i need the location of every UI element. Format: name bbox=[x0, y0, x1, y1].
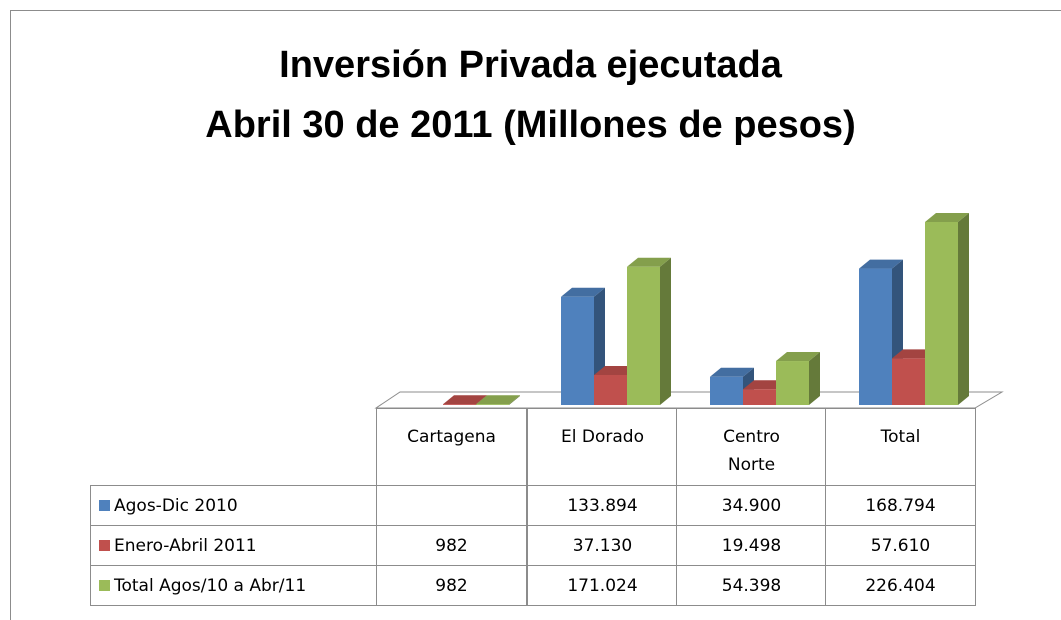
bar bbox=[925, 222, 958, 405]
bar bbox=[594, 374, 627, 405]
bar-top bbox=[443, 395, 487, 405]
legend-label: Enero-Abril 2011 bbox=[114, 535, 257, 556]
data-label: 54.398 bbox=[676, 565, 827, 606]
legend-entry: Enero-Abril 2011 bbox=[90, 525, 377, 566]
bar bbox=[561, 296, 594, 405]
bar bbox=[710, 376, 743, 405]
data-label: 37.130 bbox=[527, 525, 678, 566]
chart-title: Abril 30 de 2011 (Millones de pesos) bbox=[205, 104, 856, 146]
chart-title: Inversión Privada ejecutada bbox=[279, 44, 782, 86]
legend-label: Agos-Dic 2010 bbox=[114, 495, 238, 516]
bar-side bbox=[809, 352, 820, 405]
bar-top bbox=[710, 367, 754, 377]
x-tick-label: El Dorado bbox=[527, 408, 678, 486]
data-label: 982 bbox=[376, 565, 527, 606]
bar-side bbox=[509, 395, 520, 405]
x-tick-label: Total bbox=[825, 408, 976, 486]
bar-top bbox=[627, 257, 671, 267]
data-label: 982 bbox=[376, 525, 527, 566]
bar-top bbox=[776, 352, 820, 362]
legend-swatch bbox=[99, 580, 110, 591]
data-label: 57.610 bbox=[825, 525, 976, 566]
data-label: 34.900 bbox=[676, 485, 827, 526]
bar-side bbox=[660, 257, 671, 405]
legend-entry: Total Agos/10 a Abr/11 bbox=[90, 565, 377, 606]
bar bbox=[443, 404, 476, 405]
data-label: 168.794 bbox=[825, 485, 976, 526]
bar bbox=[859, 268, 892, 405]
data-label: 226.404 bbox=[825, 565, 976, 606]
x-tick-label: Centro Norte bbox=[676, 408, 827, 486]
frame bbox=[10, 10, 1061, 620]
bar-top bbox=[476, 395, 520, 405]
data-label: 133.894 bbox=[527, 485, 678, 526]
data-label bbox=[376, 485, 527, 526]
bar-side bbox=[958, 213, 969, 405]
bar bbox=[743, 389, 776, 405]
data-label: 19.498 bbox=[676, 525, 827, 566]
bar-top bbox=[925, 213, 969, 222]
bar bbox=[627, 266, 660, 405]
data-label: 171.024 bbox=[527, 565, 678, 606]
legend-label: Total Agos/10 a Abr/11 bbox=[114, 575, 307, 596]
bar bbox=[776, 361, 809, 405]
legend-swatch bbox=[99, 540, 110, 551]
x-tick-label: Cartagena bbox=[376, 408, 527, 486]
legend-swatch bbox=[99, 500, 110, 511]
bar-top bbox=[859, 259, 903, 269]
bar-top bbox=[561, 287, 605, 297]
bar bbox=[892, 358, 925, 405]
bar bbox=[476, 404, 509, 405]
legend-entry: Agos-Dic 2010 bbox=[90, 485, 377, 526]
